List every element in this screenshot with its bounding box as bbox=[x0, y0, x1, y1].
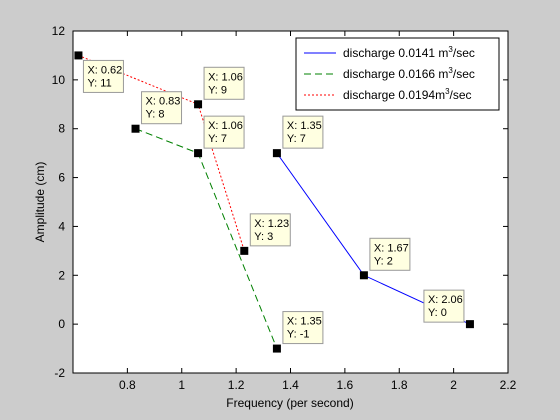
datatip-x: X: 1.67 bbox=[374, 242, 409, 254]
datatip[interactable]: X: 1.35Y: -1 bbox=[282, 311, 324, 345]
y-tick-label: 8 bbox=[58, 122, 65, 136]
datatip-y: Y: -1 bbox=[287, 329, 310, 341]
y-tick-label: 10 bbox=[52, 73, 66, 87]
x-tick-label: 1.2 bbox=[228, 378, 245, 392]
datatip-x: X: 1.35 bbox=[287, 316, 322, 328]
datatip-y: Y: 2 bbox=[374, 255, 393, 267]
datatip-x: X: 0.83 bbox=[146, 96, 181, 108]
x-tick-label: 0.8 bbox=[119, 378, 136, 392]
datatip-y: Y: 3 bbox=[254, 231, 273, 243]
y-tick-label: 0 bbox=[58, 317, 65, 331]
x-tick-label: 1.4 bbox=[282, 378, 299, 392]
legend-entry-2: discharge 0.0166 m3/sec bbox=[343, 66, 475, 81]
x-tick-label: 2 bbox=[450, 378, 457, 392]
datatip-box bbox=[369, 237, 411, 271]
datatip-box bbox=[423, 289, 465, 323]
datatip[interactable]: X: 2.06Y: 0 bbox=[423, 289, 465, 323]
y-tick-label: -2 bbox=[54, 366, 65, 380]
data-markers bbox=[74, 51, 474, 353]
legend: discharge 0.0141 m3/sec discharge 0.0166 … bbox=[295, 37, 500, 111]
data-point-marker[interactable] bbox=[272, 149, 281, 158]
datatip-x: X: 1.06 bbox=[208, 71, 243, 83]
y-tick-label: 2 bbox=[58, 268, 65, 282]
datatip-x: X: 0.62 bbox=[87, 64, 122, 76]
datatips: X: 0.62Y: 11X: 1.06Y: 9X: 0.83Y: 8X: 1.0… bbox=[82, 59, 465, 345]
x-tick-label: 2.2 bbox=[500, 378, 517, 392]
datatip-y: Y: 7 bbox=[287, 133, 306, 145]
y-tick-label: 4 bbox=[58, 219, 65, 233]
datatip-x: X: 1.23 bbox=[254, 218, 289, 230]
datatip[interactable]: X: 1.67Y: 2 bbox=[369, 237, 411, 271]
data-point-marker[interactable] bbox=[465, 320, 474, 329]
datatip-box bbox=[282, 115, 324, 149]
x-tick-label: 1.6 bbox=[337, 378, 354, 392]
y-tick-label: 12 bbox=[52, 24, 66, 38]
data-point-marker[interactable] bbox=[131, 124, 140, 133]
data-point-marker[interactable] bbox=[74, 51, 83, 60]
datatip-box bbox=[203, 115, 245, 149]
datatip-y: Y: 0 bbox=[428, 307, 447, 319]
data-point-marker[interactable] bbox=[240, 246, 249, 255]
x-axis-label: Frequency (per second) bbox=[226, 396, 353, 410]
datatip[interactable]: X: 1.06Y: 7 bbox=[203, 115, 245, 149]
datatip[interactable]: X: 0.83Y: 8 bbox=[141, 91, 183, 125]
datatip-x: X: 2.06 bbox=[428, 294, 463, 306]
data-point-marker[interactable] bbox=[194, 100, 203, 109]
datatip-x: X: 1.06 bbox=[208, 120, 243, 132]
datatip[interactable]: X: 1.06Y: 9 bbox=[203, 66, 245, 100]
axis-ticks: 0.8 1 1.2 1.4 1.6 1.8 2 2.2 -2 0 2 4 6 8 10 12 bbox=[52, 24, 517, 392]
datatip-x: X: 1.35 bbox=[287, 120, 322, 132]
x-tick-label: 1.8 bbox=[391, 378, 408, 392]
legend-entry-3: discharge 0.0194m3/sec bbox=[343, 87, 472, 102]
datatip-y: Y: 8 bbox=[146, 109, 165, 121]
datatip-box bbox=[282, 311, 324, 345]
datatip-y: Y: 9 bbox=[208, 84, 227, 96]
datatip[interactable]: X: 0.62Y: 11 bbox=[82, 59, 124, 93]
datatip-box bbox=[249, 213, 291, 247]
datatip[interactable]: X: 1.23Y: 3 bbox=[249, 213, 291, 247]
datatip-box bbox=[141, 91, 183, 125]
data-point-marker[interactable] bbox=[359, 271, 368, 280]
y-axis-label: Amplitude (cm) bbox=[33, 162, 47, 243]
y-tick-label: 6 bbox=[58, 171, 65, 185]
x-tick-label: 1 bbox=[178, 378, 185, 392]
data-point-marker[interactable] bbox=[272, 344, 281, 353]
datatip-box bbox=[82, 59, 124, 93]
datatip-y: Y: 11 bbox=[87, 77, 111, 89]
datatip[interactable]: X: 1.35Y: 7 bbox=[282, 115, 324, 149]
data-point-marker[interactable] bbox=[194, 149, 203, 158]
datatip-y: Y: 7 bbox=[208, 133, 227, 145]
datatip-box bbox=[203, 66, 245, 100]
legend-entry-1: discharge 0.0141 m3/sec bbox=[343, 45, 475, 60]
